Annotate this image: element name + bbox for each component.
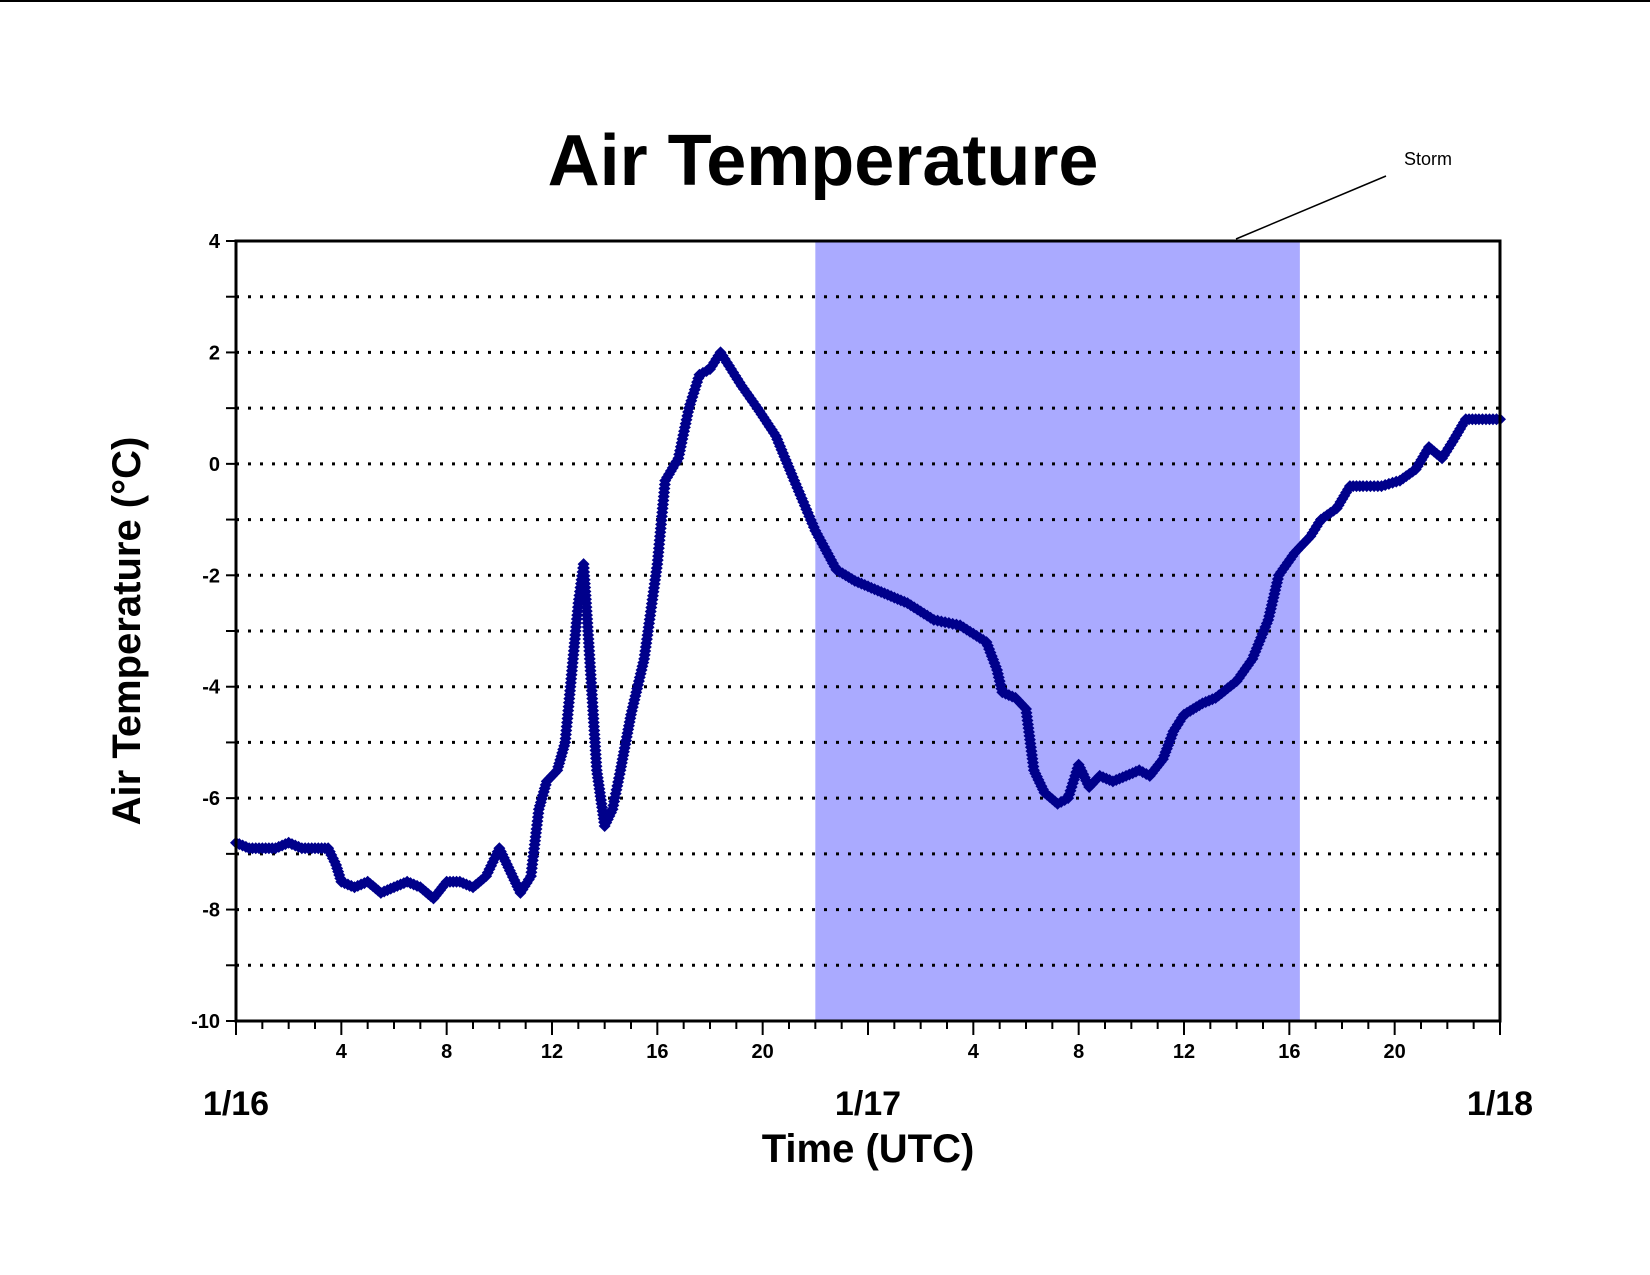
top-border (0, 0, 1650, 2)
y-tick-label: -8 (202, 900, 220, 922)
x-tick-label: 12 (541, 1041, 563, 1063)
x-day-label: 1/17 (835, 1085, 901, 1123)
y-axis: 4 2 0 -2 -4 -6 -8 -10 (191, 231, 236, 1033)
x-tick-label: 20 (752, 1041, 774, 1063)
y-tick-label: -2 (202, 565, 220, 587)
y-tick-label: 0 (209, 454, 220, 476)
y-tick-label: -10 (191, 1011, 220, 1033)
y-tick-label: -6 (202, 788, 220, 810)
chart-title: Air Temperature (548, 121, 1099, 201)
x-tick-label: 8 (441, 1041, 452, 1063)
x-tick-label: 4 (336, 1041, 348, 1063)
x-tick-label: 4 (968, 1041, 980, 1063)
y-tick-label: 4 (209, 231, 221, 253)
storm-region (815, 241, 1300, 1021)
y-tick-label: -4 (202, 677, 221, 699)
x-axis-title: Time (UTC) (762, 1127, 975, 1171)
storm-shading (815, 241, 1300, 1021)
x-tick-label: 8 (1073, 1041, 1084, 1063)
x-day-label: 1/16 (203, 1085, 269, 1123)
storm-annotation-label: Storm (1404, 149, 1452, 169)
x-axis: 4 8 12 16 20 4 8 12 16 20 1/16 1/17 1/18 (203, 1021, 1533, 1123)
x-tick-label: 20 (1384, 1041, 1406, 1063)
y-axis-title: Air Temperature (°C) (105, 437, 149, 826)
x-tick-label: 16 (646, 1041, 668, 1063)
x-tick-label: 16 (1278, 1041, 1300, 1063)
x-tick-label: 12 (1173, 1041, 1195, 1063)
y-tick-label: 2 (209, 342, 220, 364)
x-day-label: 1/18 (1467, 1085, 1533, 1123)
storm-annotation-leader (1235, 175, 1387, 240)
